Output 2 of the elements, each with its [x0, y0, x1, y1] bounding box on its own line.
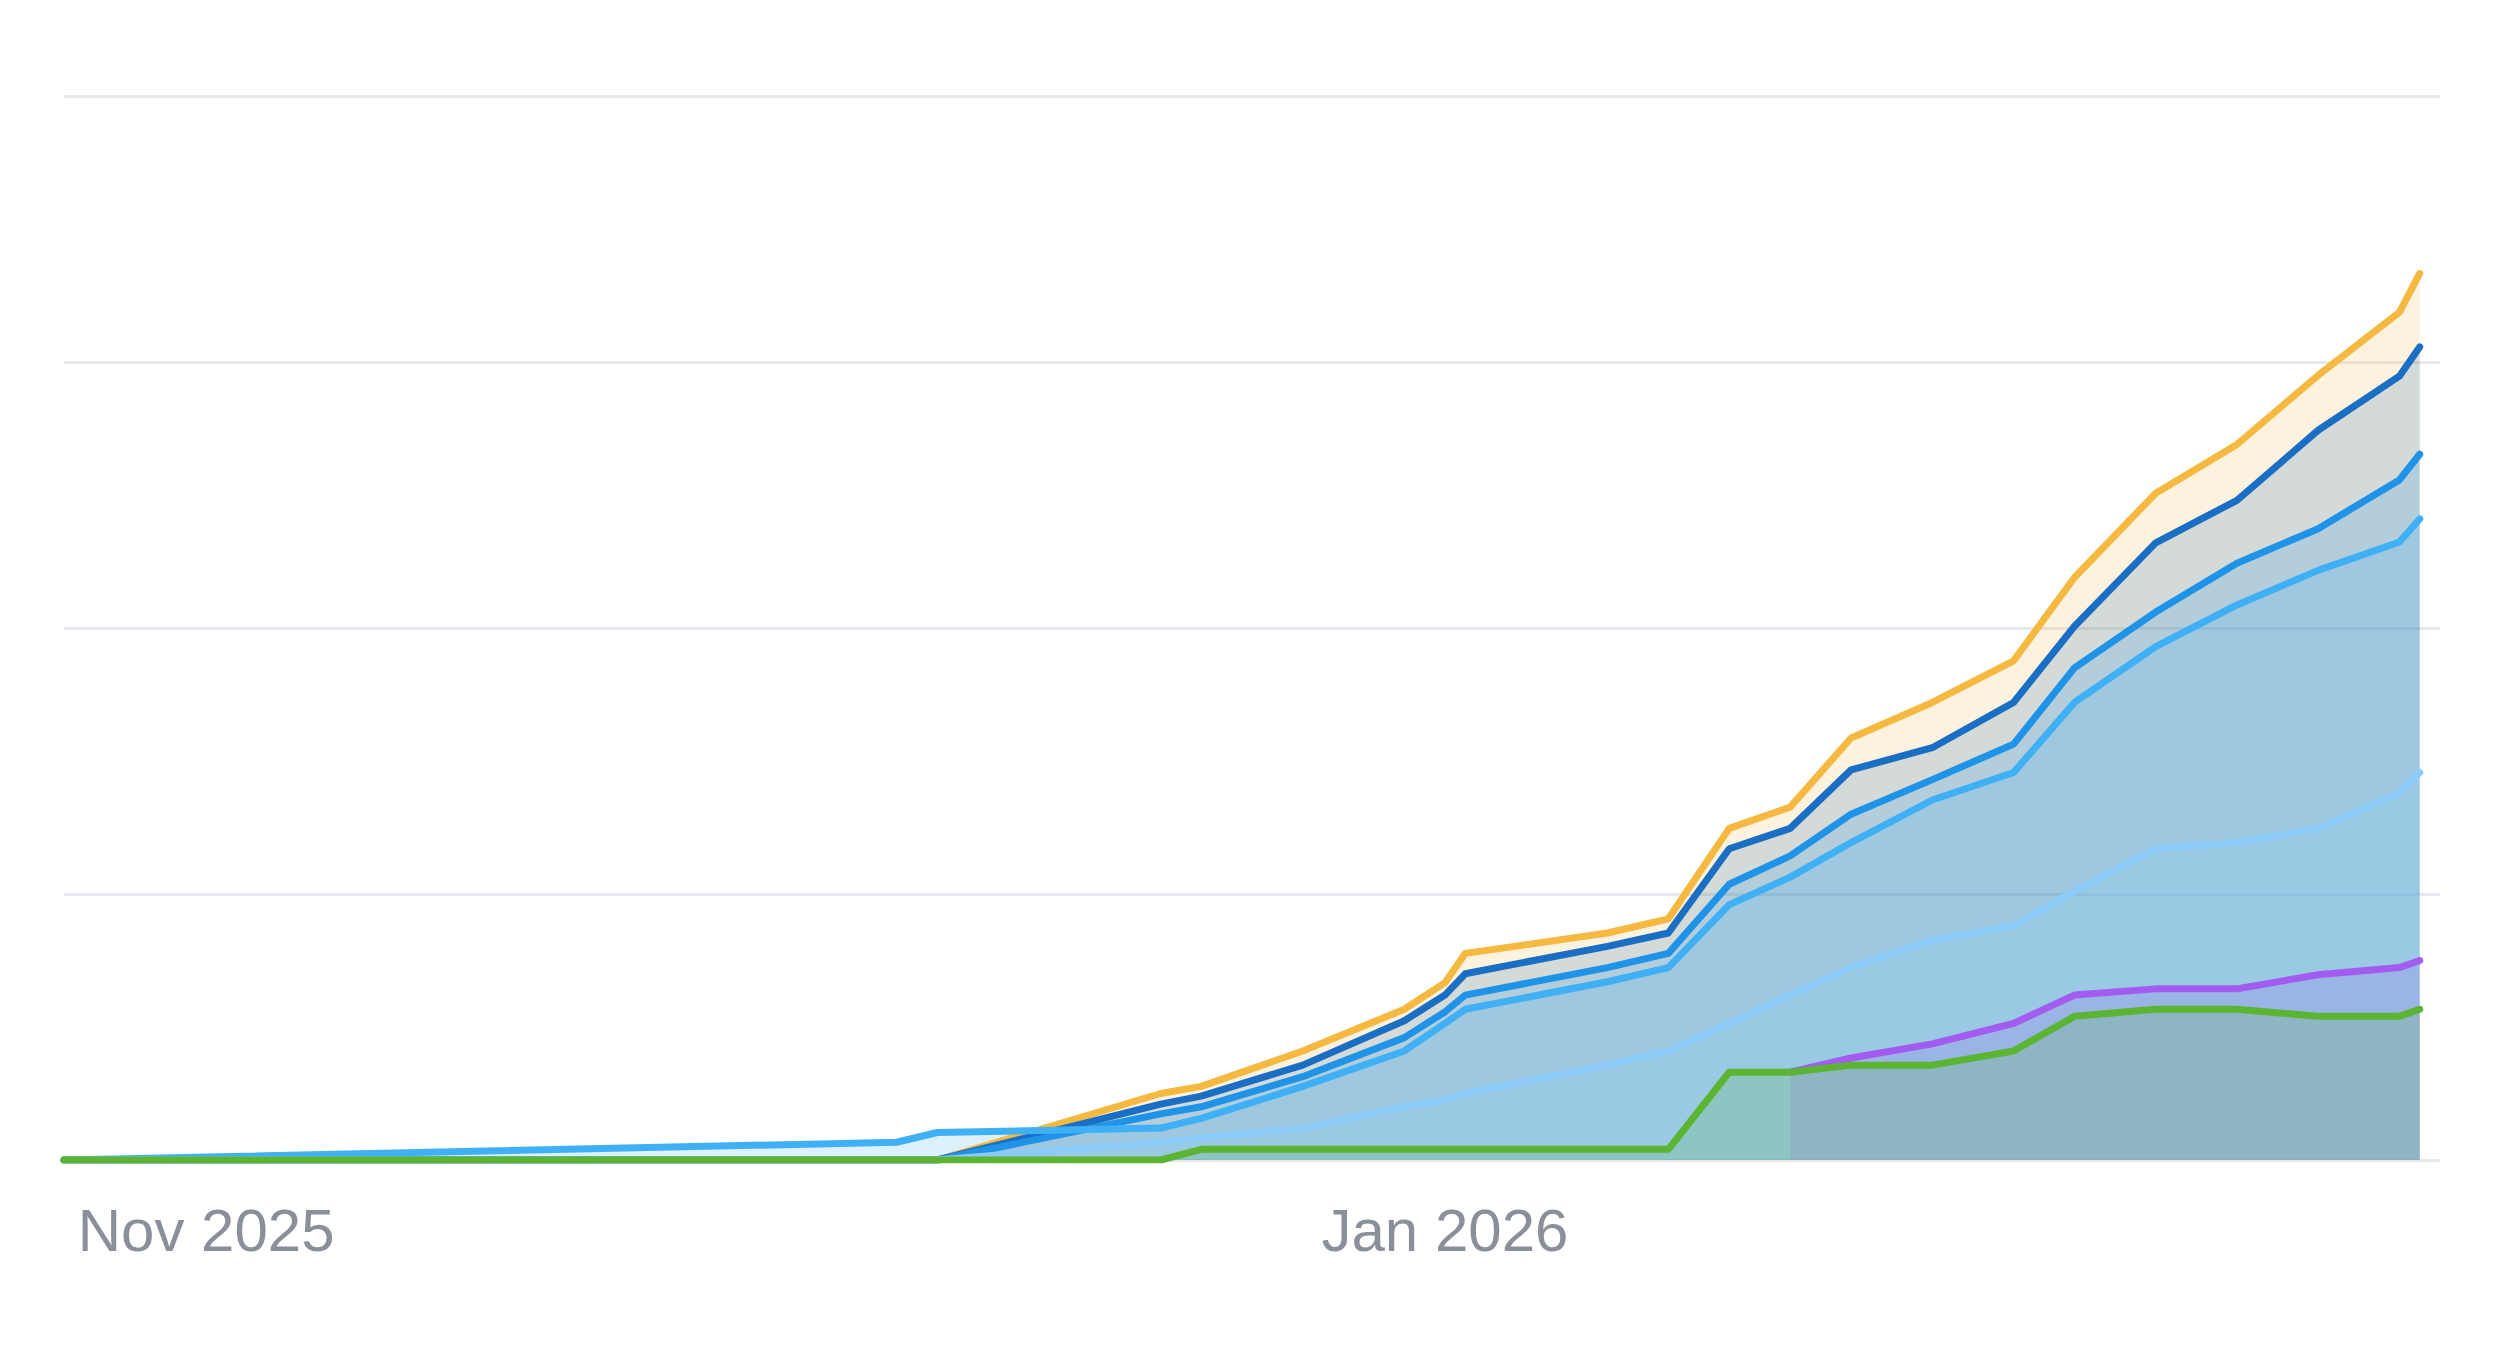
x-tick-label: Jan 2026 [1321, 1196, 1569, 1264]
x-tick-label: Nov 2025 [77, 1196, 335, 1264]
